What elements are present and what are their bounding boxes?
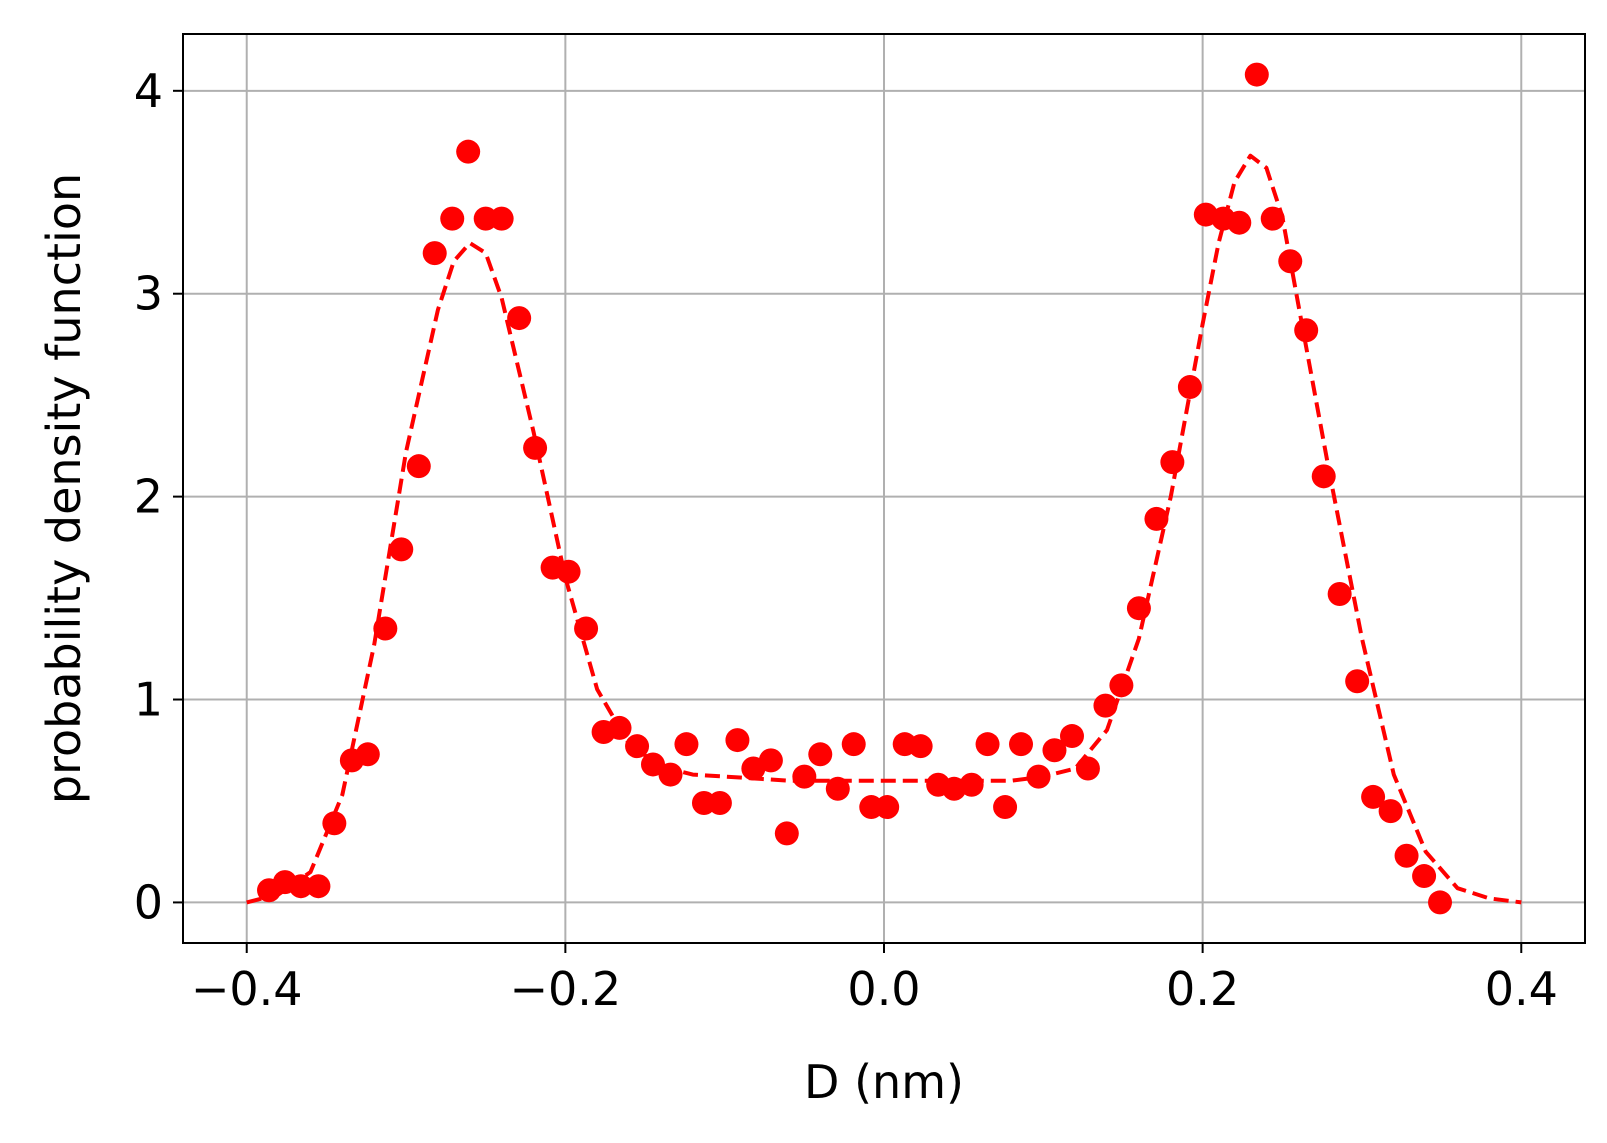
data-point <box>1394 843 1419 868</box>
data-point <box>440 206 465 231</box>
data-point <box>1059 724 1084 749</box>
data-point <box>1378 799 1403 824</box>
data-point <box>792 764 817 789</box>
x-tick-label: −0.2 <box>510 962 622 1016</box>
x-tick-label: 0.4 <box>1485 962 1558 1016</box>
data-point <box>1026 764 1051 789</box>
y-tick-label: 2 <box>134 470 163 524</box>
ticks: −0.4 −0.2 0.0 0.2 0.4 0 1 2 3 4 <box>134 64 1558 1016</box>
data-point <box>758 748 783 773</box>
data-point <box>875 795 900 820</box>
data-point <box>1126 596 1151 621</box>
data-point <box>422 241 447 266</box>
data-point <box>841 732 866 757</box>
data-point <box>1311 464 1336 489</box>
grid <box>183 34 1585 943</box>
data-point <box>373 616 398 641</box>
x-tick-label: −0.4 <box>191 962 303 1016</box>
data-point <box>825 776 850 801</box>
data-point <box>1144 506 1169 531</box>
data-point <box>640 752 665 777</box>
data-point <box>975 732 1000 757</box>
data-point <box>456 139 481 164</box>
data-point <box>625 734 650 759</box>
data-point <box>1160 450 1185 475</box>
data-point <box>808 742 833 767</box>
y-axis-label: probability density function <box>37 173 91 804</box>
data-point <box>489 206 514 231</box>
data-point <box>574 616 599 641</box>
data-point <box>1278 249 1303 274</box>
data-point <box>707 790 732 815</box>
data-point <box>1109 673 1134 698</box>
data-point <box>1244 62 1269 87</box>
data-point <box>1260 206 1285 231</box>
y-tick-label: 0 <box>134 875 163 929</box>
data-point <box>507 306 532 331</box>
data-point <box>725 728 750 753</box>
data-point <box>1345 669 1370 694</box>
x-tick-label: 0.0 <box>847 962 920 1016</box>
data-point <box>355 742 380 767</box>
data-point <box>1177 375 1202 400</box>
data-point <box>674 732 699 757</box>
data-point <box>908 734 933 759</box>
data-point <box>1227 210 1252 235</box>
data-point <box>1093 693 1118 718</box>
data-point <box>774 821 799 846</box>
data-point <box>556 559 581 584</box>
data-point <box>1428 890 1453 915</box>
y-tick-label: 3 <box>134 267 163 321</box>
plot-series <box>246 62 1522 915</box>
data-point <box>389 537 414 562</box>
data-point <box>1075 756 1100 781</box>
data-point <box>1294 318 1319 343</box>
data-point <box>1042 738 1067 763</box>
data-point <box>959 772 984 797</box>
data-point <box>288 874 313 899</box>
data-point <box>406 454 431 479</box>
data-point <box>1009 732 1034 757</box>
y-tick-label: 4 <box>134 64 163 118</box>
data-point <box>658 762 683 787</box>
data-point <box>1412 864 1437 889</box>
data-point <box>306 874 331 899</box>
data-point <box>322 811 347 836</box>
data-point <box>607 715 632 740</box>
y-tick-label: 1 <box>134 673 163 727</box>
x-axis-label: D (nm) <box>804 1055 964 1109</box>
x-tick-label: 0.2 <box>1166 962 1239 1016</box>
data-point <box>523 435 548 460</box>
data-point <box>1327 582 1352 607</box>
data-point <box>993 795 1018 820</box>
data-point <box>1361 784 1386 809</box>
